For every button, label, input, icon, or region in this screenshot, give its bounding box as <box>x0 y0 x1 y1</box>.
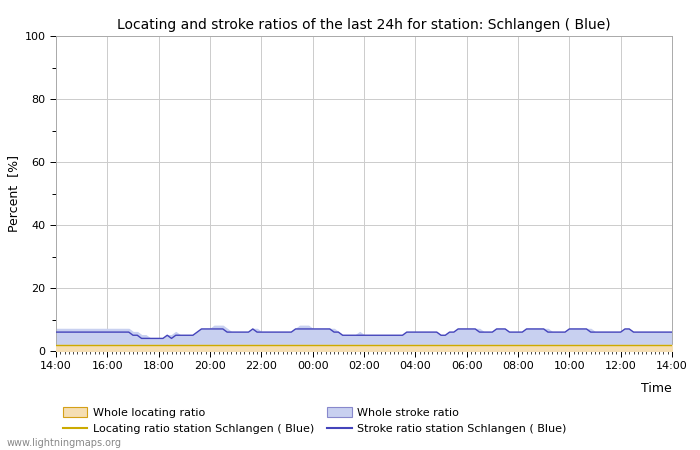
Title: Locating and stroke ratios of the last 24h for station: Schlangen ( Blue): Locating and stroke ratios of the last 2… <box>117 18 611 32</box>
Text: www.lightningmaps.org: www.lightningmaps.org <box>7 438 122 448</box>
Legend: Whole locating ratio, Locating ratio station Schlangen ( Blue), Whole stroke rat: Whole locating ratio, Locating ratio sta… <box>63 407 567 434</box>
Text: Time: Time <box>641 382 672 396</box>
Y-axis label: Percent  [%]: Percent [%] <box>8 155 20 232</box>
